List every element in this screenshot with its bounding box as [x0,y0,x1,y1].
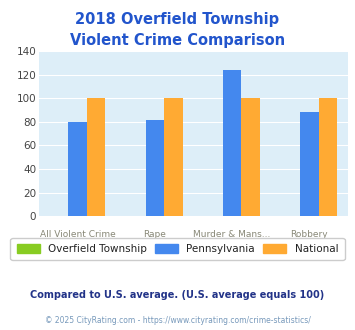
Bar [87,98,105,216]
Legend: Overfield Township, Pennsylvania, National: Overfield Township, Pennsylvania, Nation… [11,238,344,260]
Bar [300,113,318,216]
Bar [223,70,241,216]
Text: Compared to U.S. average. (U.S. average equals 100): Compared to U.S. average. (U.S. average … [31,290,324,300]
Text: All Violent Crime: All Violent Crime [40,230,115,239]
Text: Robbery: Robbery [290,230,328,239]
Text: Rape: Rape [143,230,166,239]
Text: Violent Crime Comparison: Violent Crime Comparison [70,33,285,48]
Bar [318,98,337,216]
Text: 2018 Overfield Township: 2018 Overfield Township [76,12,280,26]
Bar [164,98,183,216]
Bar [69,122,87,216]
Text: Aggravated Assault: Aggravated Assault [111,243,199,251]
Text: Murder & Mans...: Murder & Mans... [193,230,271,239]
Text: © 2025 CityRating.com - https://www.cityrating.com/crime-statistics/: © 2025 CityRating.com - https://www.city… [45,315,310,325]
Bar [146,119,164,216]
Bar [241,98,260,216]
